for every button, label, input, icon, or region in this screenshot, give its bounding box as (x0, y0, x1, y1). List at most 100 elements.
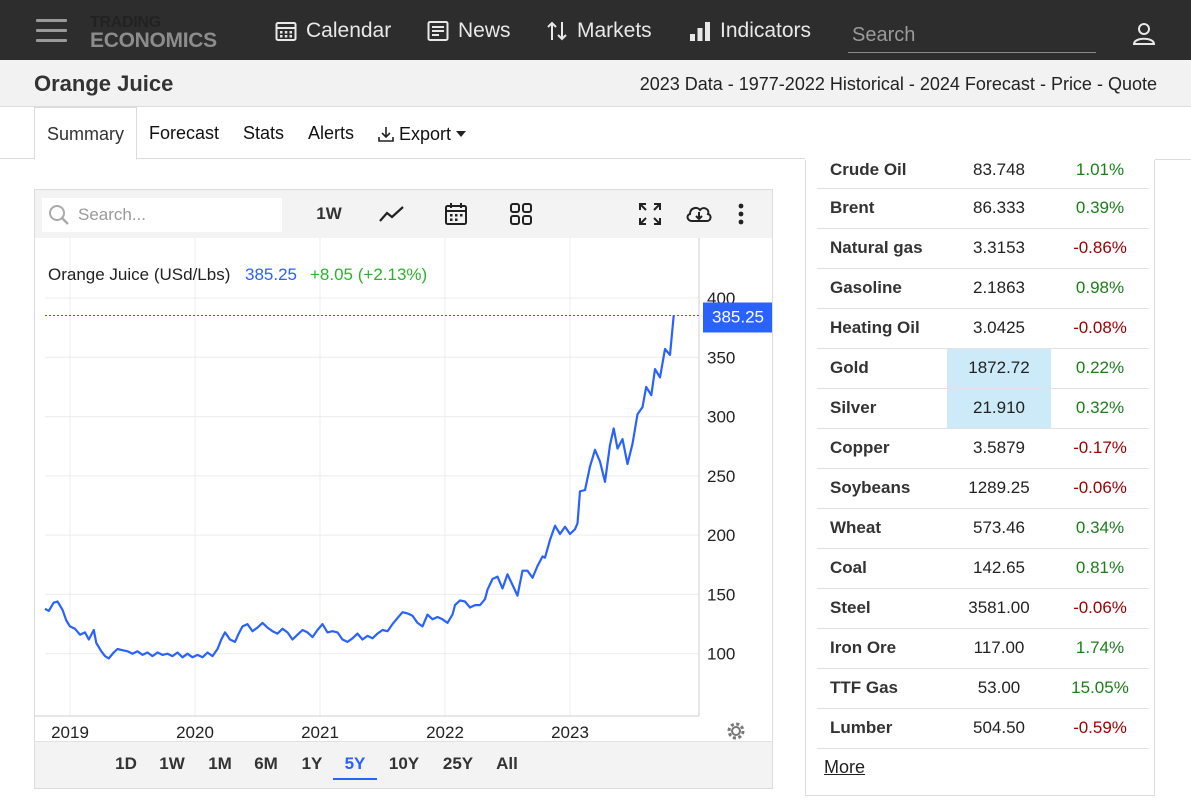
table-row[interactable]: Gasoline 2.1863 0.98% (817, 268, 1149, 309)
range-10y[interactable]: 10Y (388, 754, 420, 773)
price-tag-background (703, 302, 772, 333)
tab-forecast[interactable]: Forecast (149, 123, 220, 143)
link-historical[interactable]: 1977-2022 Historical (738, 74, 904, 94)
title-bar: Orange Juice 2023 Data - 1977-2022 Histo… (0, 60, 1191, 107)
commodity-value: 3.5879 (947, 428, 1051, 469)
table-row[interactable]: Crude Oil 83.748 1.01% (817, 160, 1149, 189)
y-tick-label: 150 (707, 585, 735, 604)
hamburger-menu-icon[interactable] (36, 19, 67, 43)
user-account-icon[interactable] (1132, 22, 1156, 46)
tab-summary[interactable]: Summary (34, 107, 138, 160)
table-row[interactable]: Lumber 504.50 -0.59% (817, 708, 1149, 749)
commodity-name[interactable]: Steel (817, 588, 947, 629)
search-icon (49, 205, 69, 225)
range-5y[interactable]: 5Y (333, 754, 377, 780)
commodity-change: 1.74% (1051, 628, 1149, 669)
commodity-value: 142.65 (947, 548, 1051, 589)
logo-line-1: TRADING (90, 14, 161, 31)
site-logo[interactable]: TRADING ECONOMICS (90, 14, 217, 52)
commodity-name[interactable]: TTF Gas (817, 668, 947, 709)
section-tabs: Summary Forecast Stats Alerts Export (0, 107, 805, 160)
table-row[interactable]: Wheat 573.46 0.34% (817, 508, 1149, 549)
table-row[interactable]: Copper 3.5879 -0.17% (817, 428, 1149, 469)
more-options-button[interactable] (731, 200, 751, 228)
commodity-name[interactable]: Crude Oil (817, 160, 947, 189)
table-row[interactable]: Soybeans 1289.25 -0.06% (817, 468, 1149, 509)
range-all[interactable]: All (496, 754, 518, 773)
table-row[interactable]: Iron Ore 117.00 1.74% (817, 628, 1149, 669)
bar-chart-icon (690, 22, 710, 41)
commodity-name[interactable]: Copper (817, 428, 947, 469)
commodity-value: 3.3153 (947, 228, 1051, 269)
range-1d[interactable]: 1D (115, 754, 137, 773)
commodity-name[interactable]: Natural gas (817, 228, 947, 269)
commodity-name[interactable]: Silver (817, 388, 947, 429)
chart-panel: 1W (34, 189, 773, 789)
kebab-menu-icon (738, 203, 744, 225)
table-row[interactable]: Gold 1872.72 0.22% (817, 348, 1149, 389)
subtitle-links: 2023 Data - 1977-2022 Historical - 2024 … (640, 74, 1157, 95)
y-tick-label: 100 (707, 645, 735, 664)
chart-settings-button[interactable] (727, 722, 745, 740)
commodity-name[interactable]: Gasoline (817, 268, 947, 309)
commodity-name[interactable]: Brent (817, 188, 947, 229)
fullscreen-button[interactable] (635, 200, 665, 228)
interval-button[interactable]: 1W (316, 204, 342, 223)
table-row[interactable]: TTF Gas 53.00 15.05% (817, 668, 1149, 709)
link-quote[interactable]: Quote (1107, 74, 1157, 94)
logo-line-2: ECONOMICS (90, 29, 217, 52)
more-link[interactable]: More (824, 757, 866, 777)
x-tick-label: 2020 (176, 723, 214, 741)
tab-export[interactable]: Export (377, 107, 467, 160)
layout-grid-button[interactable] (506, 200, 536, 228)
table-row[interactable]: Coal 142.65 0.81% (817, 548, 1149, 589)
last-price-tag: 385.25 (703, 302, 772, 333)
commodity-name[interactable]: Wheat (817, 508, 947, 549)
nav-indicators[interactable]: Indicators (689, 18, 811, 44)
range-1w[interactable]: 1W (159, 754, 185, 773)
commodity-value: 21.910 (947, 388, 1051, 429)
range-6m[interactable]: 6M (254, 754, 278, 773)
nav-news[interactable]: News (427, 18, 511, 44)
nav-calendar[interactable]: Calendar (275, 18, 391, 44)
commodity-name[interactable]: Heating Oil (817, 308, 947, 349)
tab-stats[interactable]: Stats (243, 123, 285, 143)
x-axis-labels: 2019 2020 2021 2022 2023 (51, 723, 589, 741)
range-1m[interactable]: 1M (208, 754, 232, 773)
commodity-change: 0.34% (1051, 508, 1149, 549)
site-search-input[interactable] (848, 19, 1096, 53)
nav-calendar-label: Calendar (306, 19, 392, 42)
gear-icon-teeth (727, 722, 745, 740)
cloud-download-button[interactable] (683, 200, 715, 228)
table-row[interactable]: Brent 86.333 0.39% (817, 188, 1149, 229)
commodity-name[interactable]: Lumber (817, 708, 947, 749)
link-data[interactable]: 2023 Data (639, 74, 723, 94)
table-row[interactable]: Heating Oil 3.0425 -0.08% (817, 308, 1149, 349)
commodity-name[interactable]: Coal (817, 548, 947, 589)
table-row[interactable]: Natural gas 3.3153 -0.86% (817, 228, 1149, 269)
news-icon (427, 21, 449, 41)
range-25y[interactable]: 25Y (442, 754, 474, 773)
date-range-button[interactable] (441, 200, 471, 228)
commodity-value: 3581.00 (947, 588, 1051, 629)
commodity-name[interactable]: Gold (817, 348, 947, 389)
tab-alerts[interactable]: Alerts (308, 123, 355, 143)
link-forecast[interactable]: 2024 Forecast (919, 74, 1035, 94)
commodity-value: 53.00 (947, 668, 1051, 709)
commodity-change: -0.86% (1051, 228, 1149, 269)
commodity-name[interactable]: Soybeans (817, 468, 947, 509)
nav-markets[interactable]: Markets (546, 18, 652, 44)
legend-series-name: Orange Juice (USd/Lbs) (48, 265, 230, 284)
commodity-value: 573.46 (947, 508, 1051, 549)
chart-search-input[interactable] (78, 205, 278, 225)
range-1y[interactable]: 1Y (301, 754, 323, 773)
commodity-name[interactable]: Iron Ore (817, 628, 947, 669)
table-row[interactable]: Silver 21.910 0.32% (817, 388, 1149, 429)
table-row[interactable]: Steel 3581.00 -0.06% (817, 588, 1149, 629)
link-price[interactable]: Price (1050, 74, 1092, 94)
chart-type-button[interactable] (377, 200, 407, 228)
commodity-change: 0.98% (1051, 268, 1149, 309)
commodities-table: Crude Oil 83.748 1.01% Brent 86.333 0.39% Natu… (817, 160, 1149, 749)
commodity-change: 0.81% (1051, 548, 1149, 589)
